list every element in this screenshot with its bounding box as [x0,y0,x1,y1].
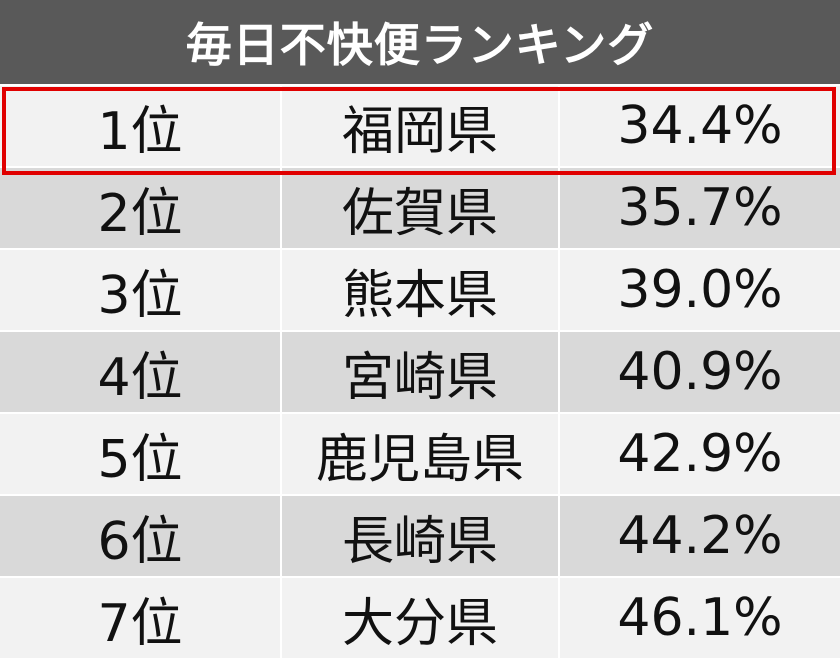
rate-cell: 39.0% [560,250,840,330]
table-row: 4位 宮崎県 40.9% [0,332,840,412]
prefecture-cell: 宮崎県 [282,332,558,412]
table-title: 毎日不快便ランキング [0,0,840,84]
rate-cell: 46.1% [560,578,840,658]
table-row: 2位 佐賀県 35.7% [0,168,840,248]
table-row: 5位 鹿児島県 42.9% [0,414,840,494]
prefecture-cell: 熊本県 [282,250,558,330]
rank-cell: 6位 [0,496,280,576]
rank-cell: 7位 [0,578,280,658]
table-row: 6位 長崎県 44.2% [0,496,840,576]
rate-cell: 34.4% [560,86,840,166]
prefecture-cell: 大分県 [282,578,558,658]
rank-cell: 2位 [0,168,280,248]
rank-cell: 3位 [0,250,280,330]
table-row: 1位 福岡県 34.4% [0,86,840,166]
rank-cell: 1位 [0,86,280,166]
rate-cell: 42.9% [560,414,840,494]
rate-cell: 44.2% [560,496,840,576]
rank-cell: 4位 [0,332,280,412]
rate-cell: 35.7% [560,168,840,248]
prefecture-cell: 佐賀県 [282,168,558,248]
prefecture-cell: 福岡県 [282,86,558,166]
prefecture-cell: 長崎県 [282,496,558,576]
rate-cell: 40.9% [560,332,840,412]
prefecture-cell: 鹿児島県 [282,414,558,494]
table-row: 3位 熊本県 39.0% [0,250,840,330]
table-row: 7位 大分県 46.1% [0,578,840,658]
rank-cell: 5位 [0,414,280,494]
